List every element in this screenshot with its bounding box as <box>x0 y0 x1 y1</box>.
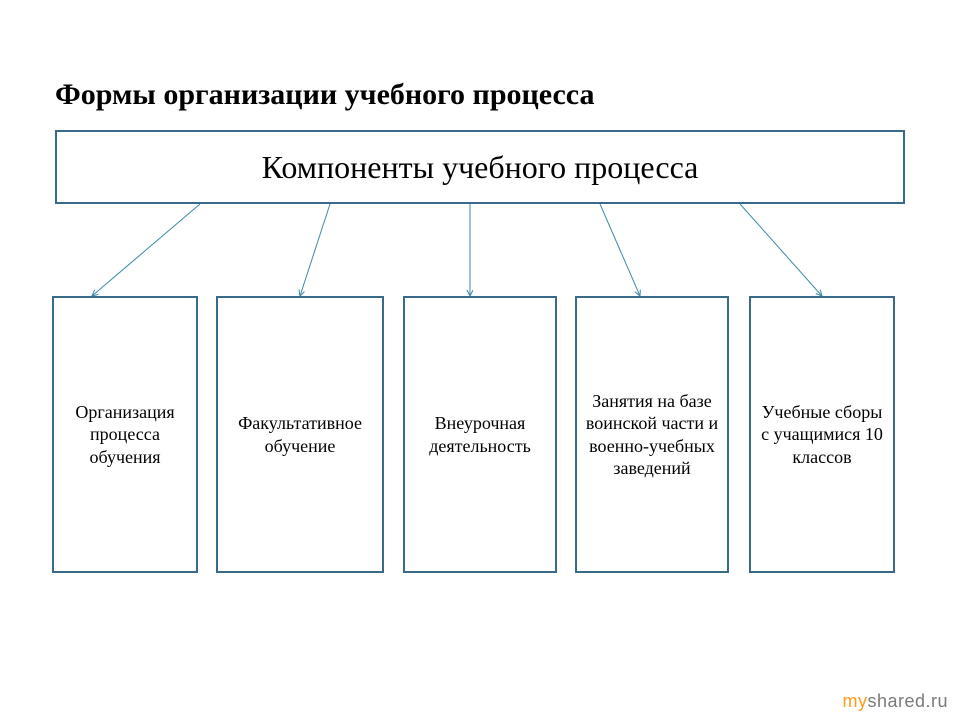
root-node: Компоненты учебного процесса <box>55 130 905 204</box>
child-node-label-0: Организация процесса обучения <box>60 401 190 469</box>
watermark-prefix: my <box>842 691 867 711</box>
watermark: myshared.ru <box>842 691 948 712</box>
child-node-0: Организация процесса обучения <box>52 296 198 573</box>
connector-3 <box>600 204 640 296</box>
watermark-suffix: shared.ru <box>867 691 948 711</box>
child-node-1: Факультативное обучение <box>216 296 384 573</box>
child-node-4: Учебные сборы с учащимися 10 классов <box>749 296 895 573</box>
connector-0 <box>92 204 200 296</box>
child-node-label-2: Внеурочная деятельность <box>411 412 549 457</box>
child-node-3: Занятия на базе воинской части и военно-… <box>575 296 729 573</box>
child-node-label-4: Учебные сборы с учащимися 10 классов <box>757 401 887 469</box>
child-node-2: Внеурочная деятельность <box>403 296 557 573</box>
child-node-label-3: Занятия на базе воинской части и военно-… <box>583 390 721 480</box>
page-title: Формы организации учебного процесса <box>55 78 594 112</box>
connector-1 <box>300 204 330 296</box>
child-node-label-1: Факультативное обучение <box>224 412 376 457</box>
root-node-label: Компоненты учебного процесса <box>262 149 699 186</box>
connector-4 <box>740 204 822 296</box>
